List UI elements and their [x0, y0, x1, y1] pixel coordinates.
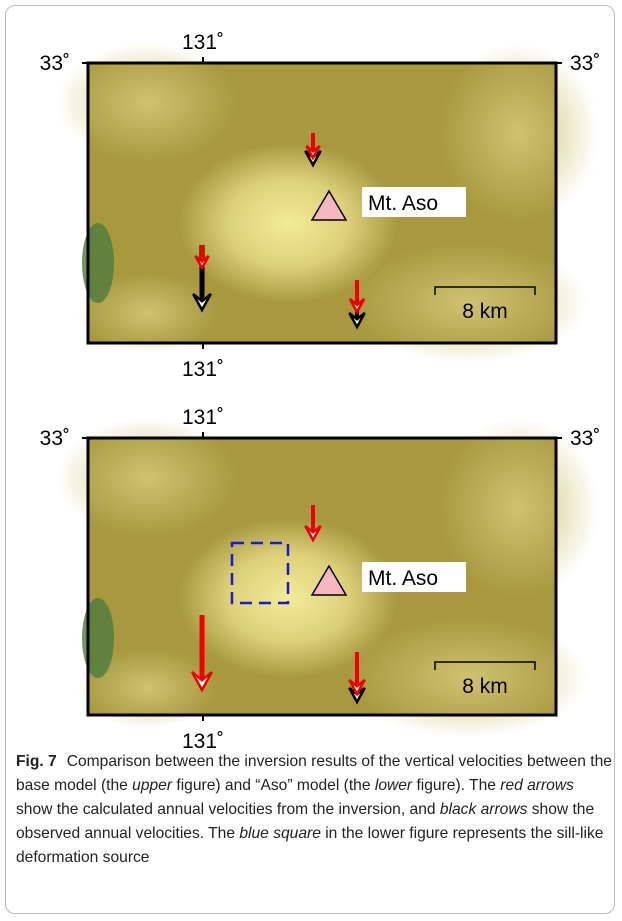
right-label: 33˚: [570, 52, 600, 75]
terrain-light: [58, 43, 238, 163]
bottom-label: 131˚: [182, 358, 224, 381]
left-label: 33˚: [40, 427, 70, 450]
caption-emphasis: red arrows: [500, 777, 574, 794]
caption-emphasis: black arrows: [440, 801, 528, 818]
left-label: 33˚: [40, 52, 70, 75]
terrain-light: [178, 518, 398, 678]
terrain-light: [178, 143, 398, 303]
caption-text: show the calculated annual velocities fr…: [16, 801, 440, 818]
caption-label: Fig. 7: [16, 753, 57, 770]
caption-emphasis: blue square: [239, 825, 321, 842]
caption-emphasis: upper: [132, 777, 172, 794]
map-panel: 131˚ 33˚ 33˚ 131˚ Mt. Aso 8 km: [40, 31, 601, 381]
bottom-label: 131˚: [182, 730, 224, 750]
top-label: 131˚: [182, 406, 224, 429]
page: {"figure": { "panels": [ {"top_label": "…: [0, 0, 622, 921]
map-panel: 131˚ 33˚ 33˚ 131˚ Mt. Aso 8 km: [40, 406, 601, 750]
scale-label: 8 km: [462, 300, 508, 323]
scale-label: 8 km: [462, 675, 508, 698]
volcano-label: Mt. Aso: [368, 192, 438, 215]
caption-text: figure) and “Aso” model (the: [172, 777, 375, 794]
top-label: 131˚: [182, 31, 224, 54]
figure-maps: 131˚ 33˚ 33˚ 131˚ Mt. Aso 8 km 131˚ 33˚ 33˚ 131˚ M…: [0, 0, 622, 750]
volcano-label: Mt. Aso: [368, 567, 438, 590]
right-label: 33˚: [570, 427, 600, 450]
caption-text: figure). The: [412, 777, 500, 794]
terrain-light: [58, 418, 238, 538]
caption-emphasis: lower: [375, 777, 412, 794]
